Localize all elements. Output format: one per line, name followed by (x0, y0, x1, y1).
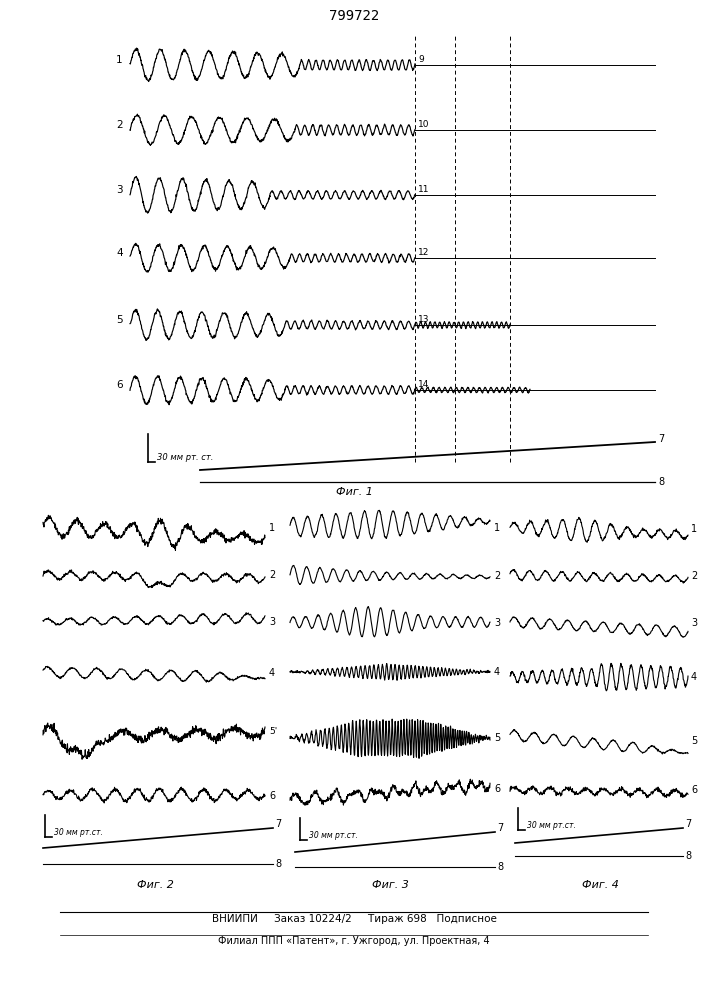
Text: 30 мм рт. ст.: 30 мм рт. ст. (157, 453, 214, 462)
Text: 3: 3 (494, 618, 500, 628)
Text: 6: 6 (691, 785, 697, 795)
Text: 6: 6 (269, 791, 275, 801)
Text: 2: 2 (691, 571, 697, 581)
Text: 2: 2 (269, 570, 275, 580)
Text: 8: 8 (275, 859, 281, 869)
Text: 4: 4 (691, 672, 697, 682)
Text: 5: 5 (116, 315, 122, 325)
Text: 6: 6 (494, 784, 500, 794)
Text: Фиг. 2: Фиг. 2 (136, 880, 173, 890)
Text: 10: 10 (418, 120, 429, 129)
Text: 12: 12 (418, 248, 429, 257)
Text: 30 мм рт.ст.: 30 мм рт.ст. (54, 828, 103, 837)
Text: 7: 7 (685, 819, 691, 829)
Text: 3: 3 (691, 618, 697, 628)
Text: 1: 1 (269, 523, 275, 533)
Text: 3: 3 (116, 185, 122, 195)
Text: 1: 1 (691, 524, 697, 534)
Text: 9: 9 (418, 55, 423, 64)
Text: Фиг. 1: Фиг. 1 (336, 487, 373, 497)
Text: 3: 3 (269, 617, 275, 627)
Text: 13: 13 (418, 315, 429, 324)
Text: 7: 7 (497, 823, 503, 833)
Text: 2: 2 (494, 571, 501, 581)
Text: 1: 1 (494, 523, 500, 533)
Text: 14: 14 (418, 380, 429, 389)
Text: 2: 2 (116, 120, 122, 130)
Text: 6: 6 (116, 380, 122, 390)
Text: 11: 11 (418, 185, 429, 194)
Text: 7: 7 (275, 819, 281, 829)
Text: 799722: 799722 (329, 9, 379, 23)
Text: 7: 7 (658, 434, 665, 444)
Text: 8: 8 (497, 862, 503, 872)
Text: Фиг. 3: Фиг. 3 (372, 880, 409, 890)
Text: 30 мм рт.ст.: 30 мм рт.ст. (527, 821, 576, 830)
Text: ВНИИПИ     Заказ 10224/2     Тираж 698   Подписное: ВНИИПИ Заказ 10224/2 Тираж 698 Подписное (211, 914, 496, 924)
Text: Филиал ППП «Патент», г. Ужгород, ул. Проектная, 4: Филиал ППП «Патент», г. Ужгород, ул. Про… (218, 936, 490, 946)
Text: Фиг. 4: Фиг. 4 (582, 880, 619, 890)
Text: 5': 5' (269, 727, 277, 736)
Text: 8: 8 (685, 851, 691, 861)
Text: 30 мм рт.ст.: 30 мм рт.ст. (309, 831, 358, 840)
Text: 1: 1 (116, 55, 122, 65)
Text: 5: 5 (494, 733, 501, 743)
Text: 4: 4 (116, 248, 122, 258)
Text: 5: 5 (691, 736, 697, 746)
Text: 8: 8 (658, 477, 664, 487)
Text: 4: 4 (494, 667, 500, 677)
Text: 4: 4 (269, 668, 275, 678)
